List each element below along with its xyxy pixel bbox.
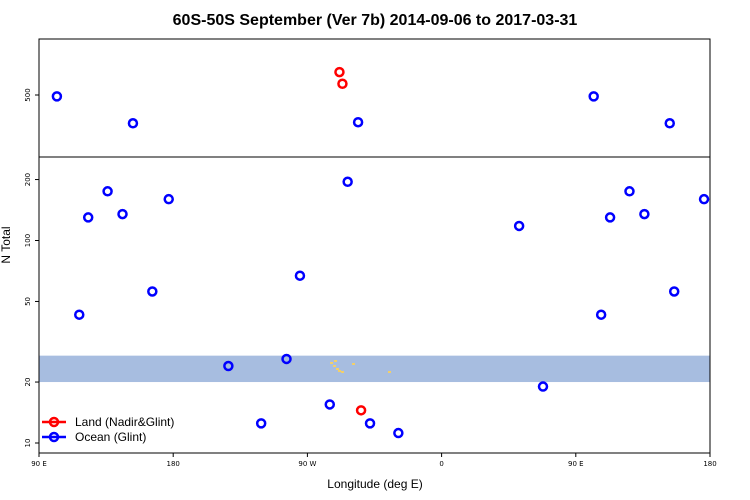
x-tick-label: 180 bbox=[167, 460, 180, 468]
ocean-point bbox=[51, 91, 63, 102]
speckle-dot bbox=[338, 370, 341, 372]
x-tick-label: 90 E bbox=[568, 460, 584, 468]
y-axis-ticks-upper: 500 bbox=[24, 88, 39, 102]
ocean-point bbox=[147, 286, 158, 297]
x-tick-label: 0 bbox=[439, 460, 443, 468]
shaded-band bbox=[39, 355, 710, 383]
ocean-point bbox=[294, 270, 306, 281]
y-tick-label: 10 bbox=[24, 439, 32, 448]
x-axis-ticks: 90 E 180 90 W 0 90 E 180 bbox=[31, 453, 717, 468]
speckle-dot bbox=[388, 371, 391, 373]
ocean-point bbox=[342, 176, 353, 188]
speckle-dot bbox=[333, 365, 336, 367]
x-tick-label: 90 W bbox=[298, 460, 316, 468]
speckle-dot bbox=[330, 362, 333, 364]
lower-panel-frame bbox=[38, 156, 711, 454]
legend-land-label: Land (Nadir&Glint) bbox=[75, 415, 174, 429]
y-tick-label: 50 bbox=[24, 297, 32, 306]
speckle-dot bbox=[336, 368, 339, 370]
ocean-point bbox=[698, 193, 710, 205]
legend: Land (Nadir&Glint) Ocean (Glint) bbox=[42, 415, 174, 444]
land-point bbox=[355, 405, 367, 416]
ocean-point bbox=[74, 309, 85, 320]
ocean-point bbox=[352, 116, 364, 128]
ocean-point bbox=[127, 118, 139, 129]
land-point bbox=[334, 66, 345, 78]
y-tick-label: 200 bbox=[24, 173, 32, 186]
ocean-point bbox=[223, 360, 234, 372]
land-point bbox=[337, 78, 348, 89]
x-tick-label: 180 bbox=[703, 460, 716, 468]
x-axis-label: Longitude (deg E) bbox=[327, 477, 422, 491]
ocean-point bbox=[588, 91, 599, 102]
ocean-point bbox=[102, 186, 113, 197]
data-points bbox=[51, 66, 710, 439]
ocean-point bbox=[281, 353, 292, 365]
speckle-dot bbox=[341, 371, 344, 373]
ocean-point bbox=[624, 186, 635, 197]
ocean-point bbox=[393, 427, 404, 439]
ocean-point bbox=[82, 212, 94, 223]
speckle-dot bbox=[352, 363, 355, 365]
land-speckle bbox=[330, 360, 391, 373]
y-axis-ticks-lower: 10 20 50 100 200 bbox=[24, 173, 39, 448]
ocean-point bbox=[117, 208, 128, 220]
legend-ocean-label: Ocean (Glint) bbox=[75, 430, 146, 444]
ocean-point bbox=[364, 418, 376, 429]
ocean-point bbox=[664, 118, 675, 129]
ocean-point bbox=[255, 418, 267, 429]
y-tick-label: 20 bbox=[24, 378, 32, 387]
y-tick-label: 100 bbox=[24, 234, 32, 247]
ocean-point bbox=[537, 381, 549, 392]
x-tick-label: 90 E bbox=[31, 460, 47, 468]
ocean-point bbox=[595, 309, 607, 320]
y-tick-label: 500 bbox=[24, 88, 32, 101]
ocean-point bbox=[668, 286, 680, 297]
upper-panel-frame bbox=[38, 38, 711, 158]
ocean-point bbox=[513, 220, 525, 232]
ocean-point bbox=[639, 208, 650, 220]
ocean-point bbox=[324, 399, 336, 410]
legend-land-swatch-marker bbox=[48, 416, 60, 428]
chart-title: 60S-50S September (Ver 7b) 2014-09-06 to… bbox=[173, 12, 578, 29]
ocean-point bbox=[163, 193, 174, 205]
ocean-point bbox=[604, 212, 616, 223]
y-axis-label: N Total bbox=[0, 226, 13, 263]
speckle-dot bbox=[334, 360, 337, 362]
legend-ocean-swatch-marker bbox=[48, 431, 60, 443]
